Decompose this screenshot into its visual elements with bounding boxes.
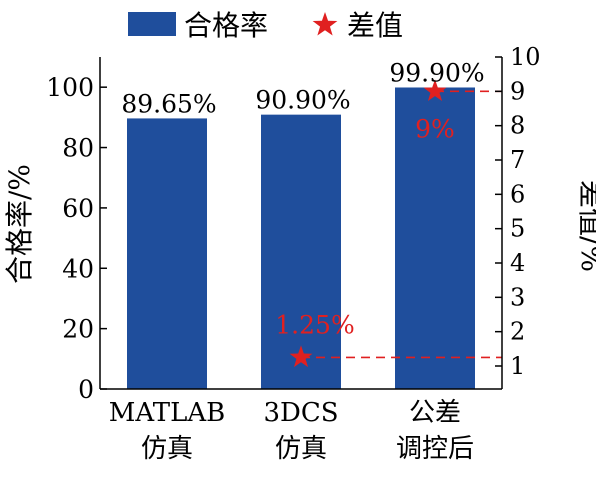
y-tick-label: 60 — [62, 194, 94, 223]
y2-tick-label: 7 — [510, 146, 525, 174]
bar-2 — [395, 87, 475, 389]
y2-tick-label: 3 — [510, 283, 525, 311]
data-labels: 89.65% 90.90% 99.90% 1.25% 9% — [121, 58, 484, 339]
bar-1 — [261, 114, 341, 389]
diff-star-1 — [423, 79, 447, 102]
x-tick-label-1: 3DCS 仿真 — [263, 398, 338, 464]
diff-markers — [289, 79, 447, 368]
y-tick-label: 20 — [62, 315, 94, 344]
y2-tick-label: 10 — [510, 43, 541, 71]
y2-axis-title: 差值/% — [575, 180, 596, 272]
y2-tick-label: 5 — [510, 215, 525, 243]
y2-tick-label: 1 — [510, 352, 525, 380]
legend-star-icon — [312, 12, 338, 36]
legend-label-diff: 差值 — [347, 9, 403, 42]
legend-swatch-pass-rate — [128, 12, 176, 36]
x-tick-label-2: 公差调控后 — [396, 398, 474, 464]
y2-tick-label: 4 — [510, 249, 525, 277]
y-tick-label: 100 — [46, 73, 94, 102]
bar-value-label-0: 89.65% — [121, 89, 216, 118]
legend: 合格率 差值 — [128, 9, 403, 42]
diff-value-label-1: 9% — [415, 114, 455, 143]
axes: 0 20 40 60 80 100 1 2 3 4 5 6 7 8 9 10 MATLAB 仿真 3DCS 仿真公差调… — [3, 43, 596, 464]
y-axis-title: 合格率/% — [3, 164, 36, 284]
y2-tick-label: 9 — [510, 77, 525, 105]
y-tick-label: 40 — [62, 254, 94, 283]
x-tick-label-0: MATLAB 仿真 — [109, 398, 225, 464]
bar-value-label-2: 99.90% — [389, 58, 484, 87]
y2-tick-label: 2 — [510, 318, 525, 346]
legend-label-pass-rate: 合格率 — [184, 9, 268, 42]
bar-0 — [127, 118, 207, 390]
y-tick-label: 0 — [78, 375, 94, 404]
dash-lines — [301, 90, 502, 359]
bars — [127, 87, 475, 390]
y2-tick-label: 6 — [510, 180, 525, 208]
y2-tick-label: 8 — [510, 112, 525, 140]
diff-star-0 — [289, 345, 313, 368]
y-tick-label: 80 — [62, 134, 94, 163]
diff-value-label-0: 1.25% — [275, 310, 354, 339]
bar-value-label-1: 90.90% — [255, 86, 350, 115]
